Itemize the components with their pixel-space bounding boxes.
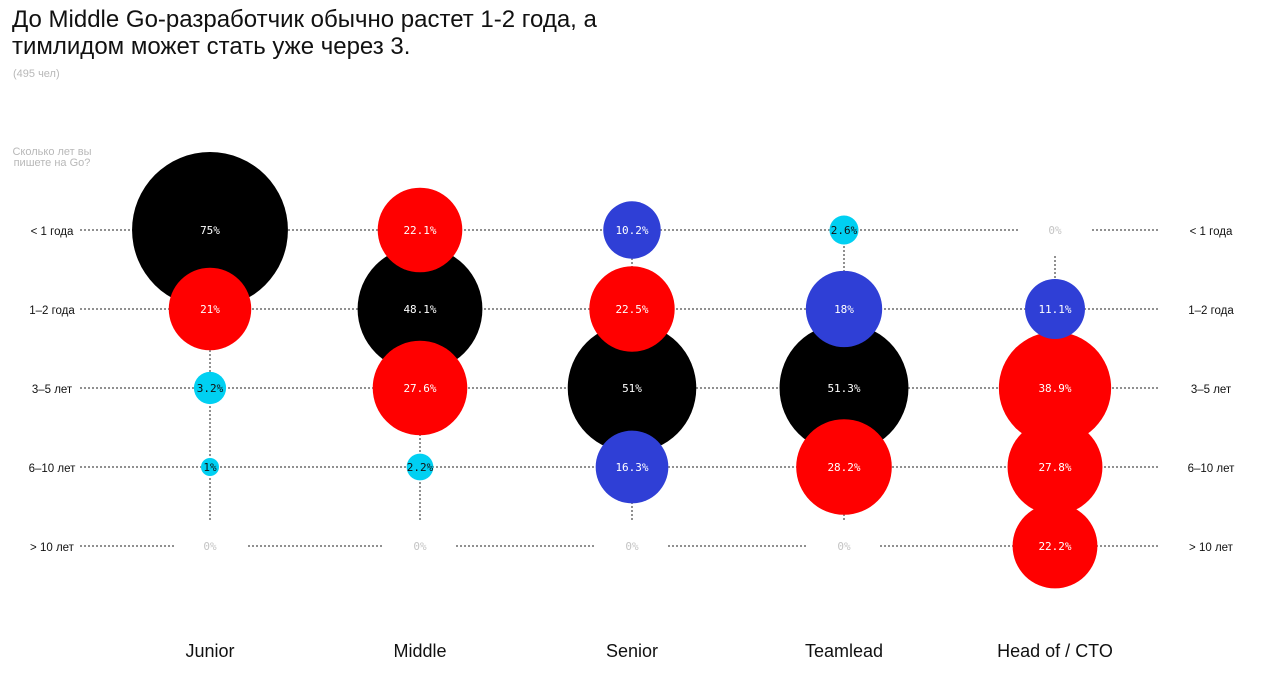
bubble-teamlead-2: [779, 323, 909, 453]
bubble-head-of-cto-4: [1012, 503, 1098, 589]
labels: 75% 21% 3.2% 1% 0% 22.1% 48.1% 27.6% 2.2% 0% 10.2%…: [29, 224, 1236, 661]
bubble-teamlead-3: [796, 419, 892, 515]
row-label-left: 1–2 года: [29, 305, 75, 317]
value-label: 27.6%: [403, 382, 436, 395]
zero-label-bg: [174, 538, 246, 554]
value-label: 2.6%: [831, 224, 858, 237]
value-label: 0%: [837, 540, 851, 553]
value-label: 0%: [203, 540, 217, 553]
value-label: 21%: [200, 303, 220, 316]
value-label: 22.1%: [403, 224, 436, 237]
bubble-senior-2: [567, 323, 697, 453]
value-label: 27.8%: [1038, 461, 1071, 474]
y-axis-question: Сколько лет вы пишете на Go?: [12, 146, 92, 169]
column-label-senior: Senior: [606, 641, 658, 661]
value-label: 51%: [622, 382, 642, 395]
row-label-right: > 10 лет: [1189, 542, 1234, 554]
value-label: 18%: [834, 303, 854, 316]
row-label-left: 3–5 лет: [32, 384, 73, 396]
value-label: 1%: [203, 461, 217, 474]
value-label: 16.3%: [615, 461, 648, 474]
value-label: 3.2%: [197, 382, 224, 395]
value-label: 28.2%: [827, 461, 860, 474]
zero-label-bg: [384, 538, 456, 554]
bubble-head-of-cto-2: [998, 331, 1112, 445]
bubble-head-of-cto-3: [1007, 419, 1103, 515]
bubble-head-of-cto-1: [1025, 279, 1085, 339]
bubble-junior-3: [201, 458, 219, 476]
zero-label-bg: [596, 538, 668, 554]
value-label: 75%: [200, 224, 220, 237]
value-label: 38.9%: [1038, 382, 1071, 395]
chart-subtitle: (495 чел): [13, 68, 60, 80]
bubble-middle-2: [372, 340, 468, 436]
row-label-right: 1–2 года: [1188, 305, 1234, 317]
bubble-middle-3: [406, 453, 434, 481]
bubble-senior-0: [603, 201, 661, 259]
row-label-right: < 1 года: [1190, 226, 1233, 238]
row-label-right: 6–10 лет: [1188, 463, 1236, 475]
column-label-junior: Junior: [185, 641, 234, 661]
bubble-teamlead-0: [829, 215, 859, 245]
column-label-middle: Middle: [393, 641, 446, 661]
value-label: 51.3%: [827, 382, 860, 395]
value-label: 0%: [625, 540, 639, 553]
value-label: 2.2%: [407, 461, 434, 474]
value-label: 48.1%: [403, 303, 436, 316]
value-label: 22.5%: [615, 303, 648, 316]
bubble-junior-1: [168, 267, 252, 351]
bubbles: [132, 152, 1112, 589]
zero-label-bg: [808, 538, 880, 554]
value-label: 11.1%: [1038, 303, 1071, 316]
row-label-left: > 10 лет: [30, 542, 75, 554]
bubble-junior-0: [132, 152, 288, 308]
zero-label-bg: [1019, 222, 1091, 238]
bubble-middle-0: [377, 187, 463, 273]
value-label: 22.2%: [1038, 540, 1071, 553]
chart-title: До Middle Go-разработчик обычно растет 1…: [12, 6, 597, 60]
bubble-senior-1: [589, 266, 675, 352]
bubble-senior-3: [595, 430, 669, 504]
bubble-teamlead-1: [805, 270, 883, 348]
bubble-middle-1: [357, 246, 483, 372]
column-label-head-of-cto: Head of / CTO: [997, 641, 1113, 661]
row-label-right: 3–5 лет: [1191, 384, 1232, 396]
row-label-left: < 1 года: [31, 226, 74, 238]
value-label: 0%: [413, 540, 427, 553]
column-label-teamlead: Teamlead: [805, 641, 883, 661]
value-label: 0%: [1048, 224, 1062, 237]
bubble-junior-2: [193, 371, 227, 405]
row-label-left: 6–10 лет: [29, 463, 77, 475]
value-label: 10.2%: [615, 224, 648, 237]
